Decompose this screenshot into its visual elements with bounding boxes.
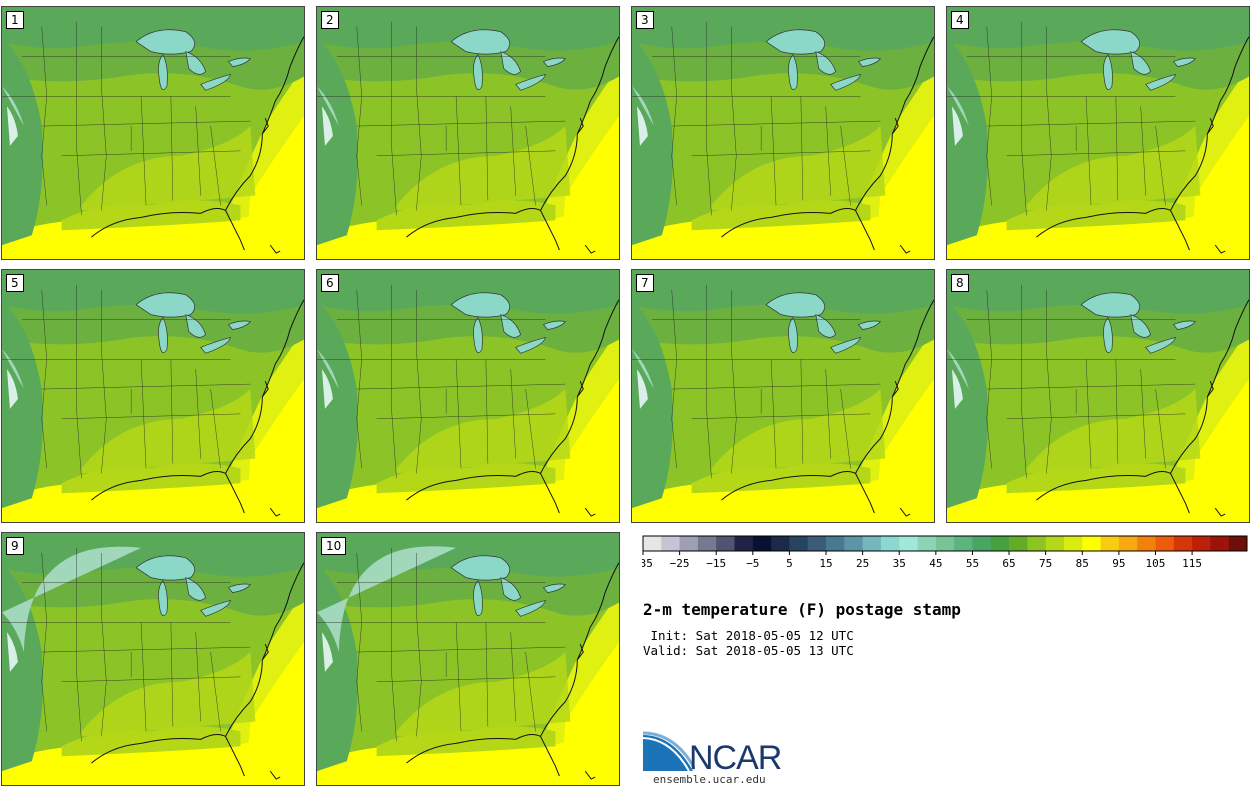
ensemble-member-map: 8 [946, 269, 1250, 523]
colorbar-tick-label: 115 [1182, 557, 1202, 570]
colorbar-segment [844, 536, 864, 551]
ensemble-member-map: 3 [631, 6, 935, 260]
colorbar-segment [954, 536, 973, 551]
temperature-map [947, 270, 1249, 522]
colorbar-segment [880, 536, 900, 551]
colorbar-tick-label: 15 [819, 557, 832, 570]
colorbar-tick-label: 65 [1002, 557, 1015, 570]
colorbar-tick-label: −15 [706, 557, 726, 570]
ncar-logo-text: NCAR [689, 739, 782, 777]
member-number-label: 1 [6, 11, 24, 29]
colorbar-tick-label: 95 [1112, 557, 1125, 570]
colorbar-segment [1082, 536, 1101, 551]
colorbar-segment [899, 536, 918, 551]
colorbar-tick-label: 85 [1076, 557, 1089, 570]
colorbar-segment [771, 536, 790, 551]
colorbar-tick-label: 75 [1039, 557, 1052, 570]
colorbar-segment [826, 536, 845, 551]
colorbar-segment [697, 536, 717, 551]
temperature-colorbar: −35 −25 −15 −5 5 15 25 35 45 55 65 75 85 95 105 115 [642, 535, 1248, 570]
ensemble-member-map: 7 [631, 269, 935, 523]
ensemble-member-map: 2 [316, 6, 620, 260]
colorbar-tick-label: 105 [1146, 557, 1166, 570]
member-number-label: 9 [6, 537, 24, 555]
temperature-map [947, 7, 1249, 259]
colorbar-segment [1228, 536, 1248, 551]
colorbar-segment [990, 536, 1010, 551]
ensemble-member-map: 5 [1, 269, 305, 523]
colorbar-segment [789, 536, 809, 551]
member-number-label: 4 [951, 11, 969, 29]
colorbar-segment [862, 536, 882, 551]
colorbar-segment [1100, 536, 1120, 551]
colorbar-segment [716, 536, 735, 551]
temperature-map [317, 533, 619, 785]
colorbar-segment [1045, 536, 1065, 551]
colorbar-segment [935, 536, 955, 551]
member-number-label: 8 [951, 274, 969, 292]
ensemble-url: ensemble.ucar.edu [653, 773, 766, 786]
ensemble-member-map: 10 [316, 532, 620, 786]
colorbar-segment [752, 536, 772, 551]
colorbar-segment [917, 536, 937, 551]
ensemble-member-map: 6 [316, 269, 620, 523]
ncar-swoosh-icon [643, 731, 695, 772]
temperature-map [2, 7, 304, 259]
temperature-map [317, 270, 619, 522]
colorbar-tick-label: 25 [856, 557, 869, 570]
colorbar-outline [642, 535, 1248, 552]
init-time: Init: Sat 2018-05-05 12 UTC [643, 628, 854, 643]
colorbar-tick-label: −25 [670, 557, 690, 570]
colorbar-tick-label: −5 [746, 557, 759, 570]
ensemble-member-map: 4 [946, 6, 1250, 260]
colorbar-segment [643, 536, 662, 551]
colorbar-tick-label: 55 [966, 557, 979, 570]
colorbar-segment [972, 536, 992, 551]
temperature-map [632, 270, 934, 522]
colorbar-segment [1063, 536, 1083, 551]
member-number-label: 7 [636, 274, 654, 292]
colorbar-tick-label: 45 [929, 557, 942, 570]
colorbar-segment [1192, 536, 1211, 551]
colorbar-tick-label: 35 [893, 557, 906, 570]
colorbar-segment [1009, 536, 1028, 551]
member-number-label: 6 [321, 274, 339, 292]
colorbar-segment [1155, 536, 1175, 551]
temperature-map [632, 7, 934, 259]
ensemble-member-map: 9 [1, 532, 305, 786]
colorbar-segment [679, 536, 699, 551]
member-number-label: 2 [321, 11, 339, 29]
temperature-map [317, 7, 619, 259]
valid-time: Valid: Sat 2018-05-05 13 UTC [643, 643, 854, 658]
member-number-label: 5 [6, 274, 24, 292]
temperature-map [2, 270, 304, 522]
colorbar-segment [1027, 536, 1047, 551]
chart-title: 2-m temperature (F) postage stamp [643, 600, 961, 619]
colorbar-tick-label: 5 [786, 557, 793, 570]
temperature-map [2, 533, 304, 785]
colorbar-tick-label: −35 [642, 557, 653, 570]
colorbar-segment [1173, 536, 1193, 551]
colorbar-segment [1137, 536, 1156, 551]
member-number-label: 10 [321, 537, 347, 555]
colorbar-segment [1210, 536, 1230, 551]
colorbar-segment [1118, 536, 1138, 551]
member-number-label: 3 [636, 11, 654, 29]
colorbar-segment [661, 536, 681, 551]
ensemble-member-map: 1 [1, 6, 305, 260]
colorbar-segment [734, 536, 754, 551]
colorbar-segment [807, 536, 827, 551]
ncar-logo: NCAR ensemble.ucar.edu [643, 731, 803, 786]
